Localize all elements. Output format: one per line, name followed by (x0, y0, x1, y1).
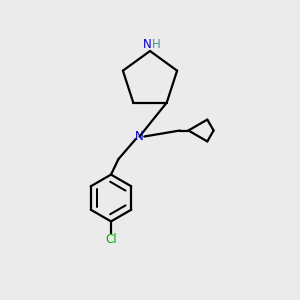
Text: H: H (152, 38, 161, 51)
Text: Cl: Cl (105, 233, 117, 246)
Text: N: N (143, 38, 152, 51)
Text: N: N (135, 130, 144, 143)
